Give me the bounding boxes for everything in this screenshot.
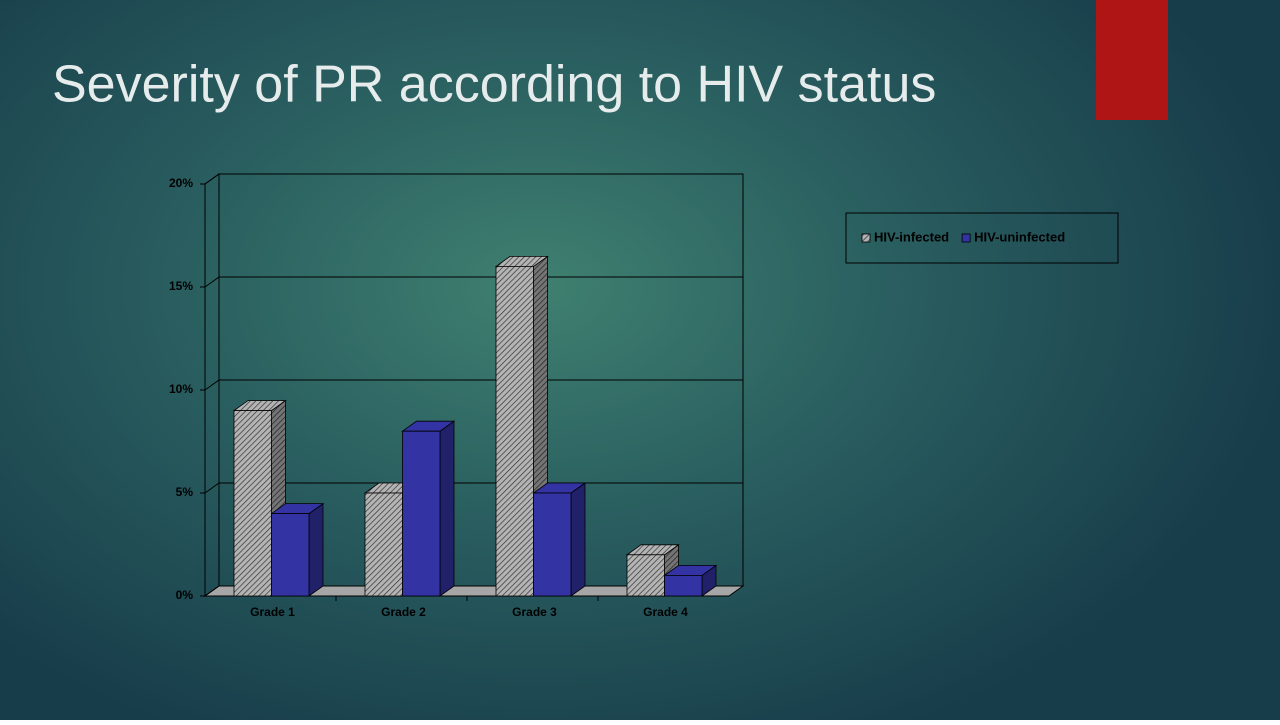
bar-side-shade bbox=[571, 483, 585, 596]
bar bbox=[233, 410, 272, 597]
legend-label: HIV-infected bbox=[874, 229, 949, 244]
bar-group bbox=[401, 420, 456, 597]
bar-side-shade bbox=[309, 503, 323, 596]
x-tick-label: Grade 3 bbox=[512, 605, 557, 619]
y-tick-label: 20% bbox=[169, 176, 193, 190]
bar-group bbox=[232, 399, 287, 597]
x-tick-label: Grade 4 bbox=[643, 605, 688, 619]
grid-line bbox=[204, 173, 743, 185]
bar bbox=[495, 265, 534, 597]
bar bbox=[271, 513, 310, 597]
bar bbox=[364, 492, 403, 597]
bar bbox=[664, 575, 703, 597]
bar-group bbox=[532, 482, 587, 597]
x-tick-label: Grade 2 bbox=[381, 605, 426, 619]
bar bbox=[626, 554, 665, 597]
bar bbox=[402, 430, 441, 597]
bar-side-shade bbox=[440, 421, 454, 596]
y-tick-label: 15% bbox=[169, 279, 193, 293]
y-tick-label: 10% bbox=[169, 382, 193, 396]
bar-group bbox=[270, 502, 325, 597]
legend-label: HIV-uninfected bbox=[974, 229, 1065, 244]
y-tick-label: 0% bbox=[176, 588, 194, 602]
legend-swatch bbox=[961, 233, 971, 243]
y-tick-label: 5% bbox=[176, 485, 194, 499]
x-tick-label: Grade 1 bbox=[250, 605, 295, 619]
legend-box bbox=[845, 212, 1119, 264]
bar bbox=[533, 492, 572, 597]
bar-group bbox=[663, 564, 718, 597]
slide-title: Severity of PR according to HIV status bbox=[52, 56, 936, 114]
grid-line bbox=[204, 379, 743, 391]
grid-line bbox=[204, 276, 743, 288]
accent-bar bbox=[1096, 0, 1168, 120]
legend-swatch bbox=[861, 233, 871, 243]
